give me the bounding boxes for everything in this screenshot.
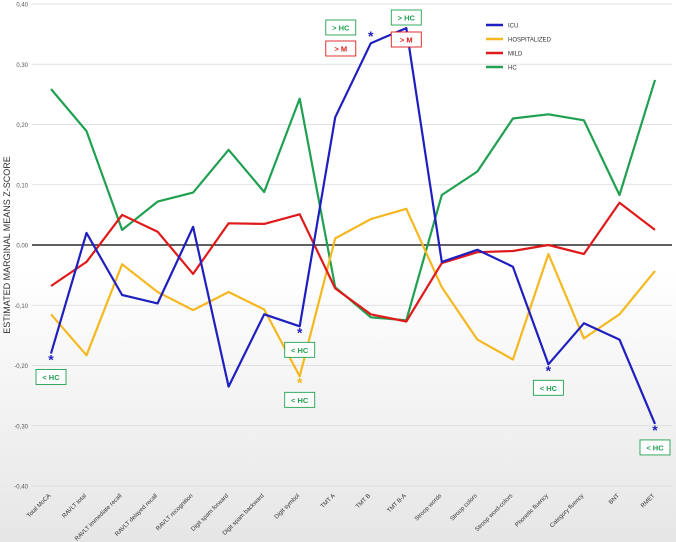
legend: ICU HOSPITALIZED MILD HC (486, 24, 552, 72)
annotation-label: > M (400, 36, 413, 45)
series-line-mild (50, 201, 656, 323)
annotation-box (325, 40, 357, 57)
y-tick-label: -0,40 (14, 485, 28, 491)
y-tick-label: -0,10 (14, 304, 28, 310)
legend-label-hospitalized: HOSPITALIZED (508, 38, 552, 44)
significance-asterisk: * (297, 374, 303, 390)
significance-annotations: *< HC*< HC*< HC*> HC> M*> HC> M*< HC*< H… (35, 9, 671, 456)
y-tick-label: 0,10 (16, 183, 28, 189)
annotation-label: < HC (291, 346, 309, 355)
annotation-label: > HC (332, 24, 350, 33)
annotation-box (325, 19, 357, 36)
series-line-hospitalized (50, 207, 656, 378)
annotation-label: < HC (42, 373, 60, 382)
y-tick-label: -0,30 (14, 424, 28, 430)
annotation-box (390, 31, 422, 48)
annotation-label: < HC (291, 396, 309, 405)
significance-asterisk: * (546, 362, 552, 378)
y-axis-label: ESTIMATED MARGINAL MEANS Z-SCORE (2, 156, 12, 334)
annotation-box (284, 341, 316, 358)
y-tick-label: 0,30 (16, 63, 28, 69)
significance-asterisk: * (652, 422, 658, 438)
legend-label-icu: ICU (508, 24, 518, 30)
annotation-box (35, 369, 67, 385)
legend-label-hc: HC (508, 66, 517, 72)
y-axis-ticks: 0,40 0,30 0,20 0,10 0,00 -0,10 -0,20 -0,30 -0,40 (14, 3, 28, 491)
annotation-label: < HC (540, 384, 558, 393)
y-tick-label: -0,20 (14, 364, 28, 370)
annotation-box (284, 391, 316, 408)
y-tick-label: 0,40 (16, 3, 28, 9)
annotation-label: < HC (646, 443, 664, 452)
significance-asterisk: * (297, 324, 303, 340)
y-tick-label: 0,00 (16, 244, 28, 250)
significance-asterisk: * (48, 351, 54, 367)
gridlines (32, 3, 672, 487)
annotation-label: > HC (398, 14, 416, 23)
annotation-box (532, 379, 564, 396)
series-lines (49, 27, 657, 425)
legend-label-mild: MILD (508, 52, 523, 58)
annotation-box (639, 439, 671, 456)
annotation-box (390, 9, 422, 26)
y-tick-label: 0,20 (16, 123, 28, 129)
series-line-icu (49, 27, 657, 425)
annotation-label: > M (334, 45, 347, 54)
significance-asterisk: * (368, 28, 374, 44)
